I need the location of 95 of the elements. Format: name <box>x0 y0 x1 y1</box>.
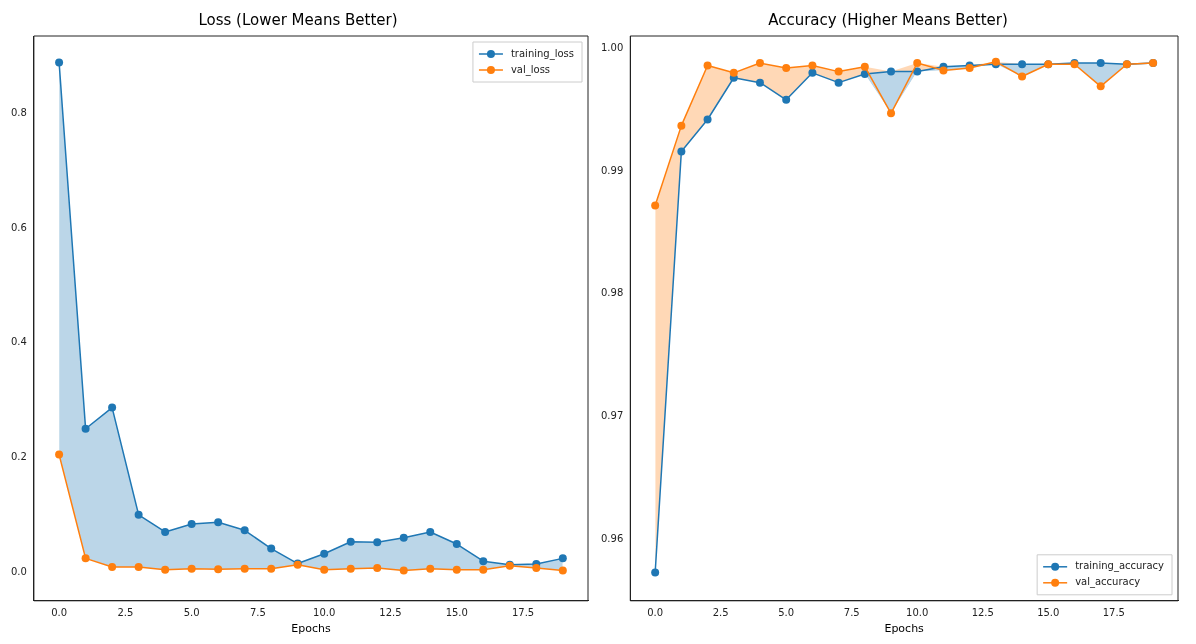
point <box>834 67 843 76</box>
chart-title: Loss (Lower Means Better) <box>198 10 398 29</box>
point <box>399 533 408 542</box>
point <box>55 58 64 67</box>
legend-label: training_accuracy <box>1075 560 1165 573</box>
point <box>267 564 276 573</box>
point <box>161 565 170 574</box>
x-tick-label: 7.5 <box>249 607 266 619</box>
point <box>939 66 948 75</box>
point <box>558 566 567 575</box>
point <box>373 564 382 573</box>
point <box>346 564 355 573</box>
x-tick-label: 7.5 <box>843 607 860 619</box>
point <box>1018 60 1027 69</box>
y-tick-label: 0.0 <box>11 565 27 577</box>
y-tick-label: 1.00 <box>601 41 624 53</box>
x-axis-title: Epochs <box>884 622 925 636</box>
chart-title: Accuracy (Higher Means Better) <box>768 10 1008 29</box>
point <box>1096 82 1105 91</box>
point <box>651 568 660 577</box>
point <box>755 59 764 68</box>
legend-label: val_loss <box>510 63 551 76</box>
point <box>808 61 817 70</box>
point <box>108 403 117 412</box>
point <box>240 564 249 573</box>
x-axis-title: Epochs <box>291 622 331 636</box>
legend-label: val_accuracy <box>1075 576 1141 589</box>
point <box>1018 72 1027 81</box>
point <box>755 78 764 87</box>
point <box>214 565 223 574</box>
x-tick-label: 12.5 <box>971 607 994 619</box>
x-tick-label: 15.0 <box>1037 607 1060 619</box>
point <box>320 549 329 558</box>
point <box>426 564 435 573</box>
point <box>677 147 686 156</box>
point <box>479 565 488 574</box>
point <box>703 115 712 124</box>
legend-label: training_loss <box>510 47 575 60</box>
point <box>677 121 686 130</box>
point <box>426 527 435 536</box>
x-tick-label: 2.5 <box>712 607 729 619</box>
point <box>373 538 382 547</box>
point <box>808 68 817 77</box>
point <box>320 565 329 574</box>
y-tick-label: 0.6 <box>11 221 27 233</box>
point <box>161 527 170 536</box>
point <box>913 67 922 76</box>
point <box>860 62 869 71</box>
y-tick-label: 0.99 <box>601 164 624 176</box>
x-tick-label: 5.0 <box>778 607 795 619</box>
point <box>558 554 567 563</box>
y-tick-label: 0.98 <box>601 287 624 299</box>
x-tick-label: 0.0 <box>647 607 664 619</box>
point <box>81 554 90 563</box>
point <box>81 424 90 433</box>
point <box>782 63 791 72</box>
point <box>346 537 355 546</box>
y-tick-label: 0.97 <box>601 410 624 422</box>
x-tick-label: 17.5 <box>511 607 535 619</box>
point <box>729 68 738 77</box>
point <box>452 540 461 549</box>
point <box>834 78 843 87</box>
x-tick-label: 10.0 <box>906 607 929 619</box>
x-tick-label: 0.0 <box>51 607 68 619</box>
point <box>651 201 660 210</box>
point <box>479 557 488 566</box>
point <box>887 67 896 76</box>
point <box>532 564 541 573</box>
point <box>860 70 869 79</box>
point <box>703 61 712 70</box>
y-tick-label: 0.2 <box>11 451 27 463</box>
y-tick-label: 0.96 <box>601 533 624 544</box>
point <box>1096 59 1105 68</box>
point <box>134 562 143 571</box>
x-tick-label: 12.5 <box>379 607 402 619</box>
x-tick-label: 10.0 <box>313 607 336 619</box>
x-tick-label: 5.0 <box>183 607 200 619</box>
x-tick-label: 17.5 <box>1102 607 1125 619</box>
point <box>134 510 143 519</box>
point <box>187 564 196 573</box>
point <box>887 109 896 118</box>
point <box>187 519 196 528</box>
point <box>399 566 408 575</box>
x-tick-label: 2.5 <box>117 607 134 619</box>
point <box>55 450 64 459</box>
y-tick-label: 0.4 <box>11 336 27 348</box>
point <box>108 562 117 571</box>
point <box>240 526 249 535</box>
y-tick-label: 0.8 <box>11 107 27 118</box>
point <box>782 95 791 104</box>
x-tick-label: 15.0 <box>445 607 468 619</box>
point <box>452 565 461 574</box>
point <box>267 544 276 553</box>
point <box>913 59 922 68</box>
point <box>214 518 223 527</box>
